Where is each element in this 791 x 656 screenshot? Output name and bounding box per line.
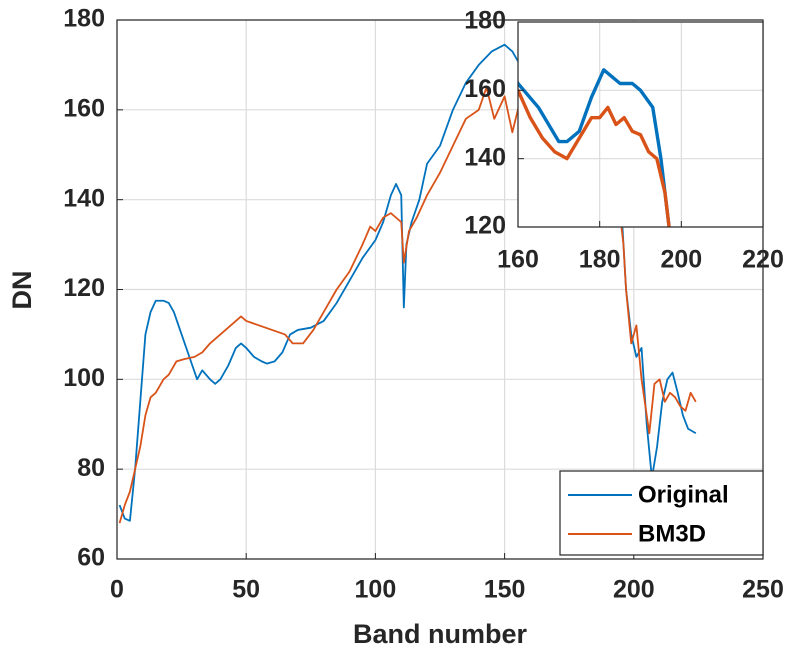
y-tick-label: 120 (464, 212, 506, 240)
y-tick-label: 160 (464, 75, 506, 103)
x-tick-label: 160 (497, 246, 539, 274)
x-tick-label: 200 (613, 576, 655, 604)
x-tick-label: 250 (742, 576, 784, 604)
y-tick-label: 60 (77, 544, 105, 572)
y-axis-label: DN (7, 271, 37, 310)
y-tick-label: 140 (464, 143, 506, 171)
legend-label: BM3D (638, 520, 706, 547)
x-tick-label: 50 (232, 576, 260, 604)
legend-box (559, 470, 764, 556)
x-tick-label: 0 (110, 576, 124, 604)
inset-area (518, 22, 763, 227)
y-tick-label: 100 (63, 364, 105, 392)
series-line (118, 86, 697, 524)
y-tick-label: 120 (63, 274, 105, 302)
legend-label: Original (638, 481, 729, 508)
x-tick-label: 150 (484, 576, 526, 604)
x-axis-label: Band number (353, 619, 528, 649)
y-tick-label: 160 (63, 94, 105, 122)
x-tick-label: 180 (579, 246, 621, 274)
y-tick-label: 80 (77, 454, 105, 482)
y-tick-label: 180 (63, 5, 105, 33)
x-tick-label: 100 (355, 576, 397, 604)
x-tick-label: 220 (742, 246, 784, 274)
y-tick-label: 180 (464, 7, 506, 35)
x-tick-label: 200 (660, 246, 702, 274)
inset-box (517, 21, 764, 228)
y-tick-label: 140 (63, 184, 105, 212)
